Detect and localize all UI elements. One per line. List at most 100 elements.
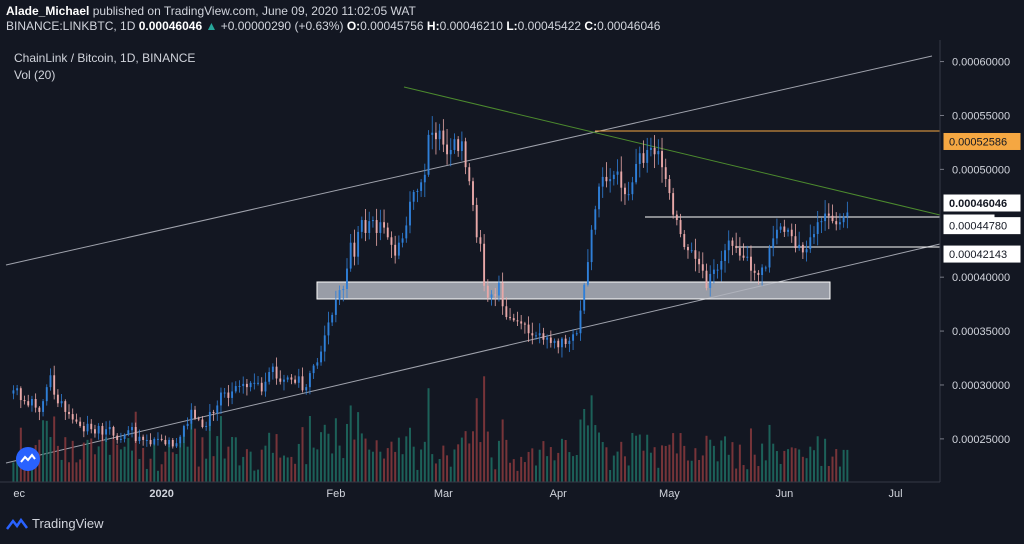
volume-bar	[353, 439, 356, 482]
volume-bar	[42, 420, 45, 482]
candle-body	[605, 176, 608, 182]
author-name[interactable]: Alade_Michael	[6, 4, 90, 18]
volume-bar	[345, 423, 348, 482]
x-axis: ec 2020 Feb Mar Apr May Jun Jul	[0, 481, 940, 500]
candle-body	[542, 333, 545, 340]
volume-bar	[649, 452, 652, 482]
volume-bar	[412, 446, 415, 482]
symbol-label[interactable]: BINANCE:LINKBTC, 1D	[6, 19, 136, 33]
volume-bar	[623, 456, 626, 482]
volume-bar	[724, 436, 727, 482]
volume-bar	[320, 432, 323, 482]
candle-body	[579, 310, 582, 334]
volume-bar	[520, 456, 523, 482]
candle-body	[23, 400, 26, 402]
volume-bar	[783, 450, 786, 482]
volume-bar	[371, 451, 374, 482]
candle-body	[346, 268, 348, 290]
candle-body	[49, 375, 52, 388]
candle-body	[694, 250, 697, 259]
x-tick-label: Jul	[888, 488, 902, 500]
volume-bar	[709, 439, 712, 482]
volume-bar	[305, 464, 308, 482]
x-tick-label: 2020	[149, 488, 173, 500]
candle-body	[820, 221, 823, 223]
volume-bar	[620, 441, 623, 482]
candle-body	[427, 134, 430, 175]
volume-bar	[501, 419, 504, 482]
volume-bar	[427, 388, 430, 482]
volume-bar	[127, 438, 130, 482]
candle-body	[56, 394, 59, 404]
candle-body	[520, 321, 523, 324]
candle-body	[275, 366, 278, 379]
candle-body	[38, 407, 41, 412]
price-labels: 0.000525860.0004604613:57:580.000447800.…	[943, 132, 1021, 263]
candle-body	[123, 434, 126, 439]
volume-bar	[112, 438, 115, 482]
volume-bar	[53, 416, 56, 482]
volume-bar	[486, 431, 489, 482]
volume-bar	[79, 459, 82, 482]
candle-body	[486, 285, 489, 298]
candle-body	[527, 324, 530, 334]
candle-body	[297, 376, 300, 383]
candle-body	[53, 375, 56, 395]
footer-brand[interactable]: TradingView	[6, 516, 104, 531]
candle-body	[27, 401, 30, 406]
candle-body	[220, 392, 222, 406]
volume-bar	[275, 434, 278, 482]
volume-bar	[720, 440, 723, 482]
volume-bar	[349, 405, 352, 482]
candle-body	[846, 212, 849, 217]
candle-body	[497, 282, 500, 296]
volume-bar	[108, 454, 111, 482]
volume-bar	[835, 449, 838, 482]
volume-bar	[638, 434, 641, 482]
candle-body	[245, 383, 248, 388]
candle-body	[757, 272, 760, 276]
candle-body	[86, 423, 89, 432]
candle-body	[772, 238, 775, 249]
candle-body	[434, 132, 437, 140]
candle-body	[831, 215, 834, 222]
candle-body	[761, 267, 764, 276]
candle-body	[94, 429, 96, 434]
volume-bar	[805, 458, 808, 482]
volume-bar	[616, 451, 619, 482]
candle-body	[672, 193, 675, 215]
price-label-box	[943, 217, 1021, 235]
candle-body	[45, 387, 48, 402]
volume-bar	[631, 432, 634, 482]
candle-body	[409, 201, 411, 226]
volume-bar	[820, 465, 823, 482]
candle-body	[223, 392, 226, 394]
candle-body	[701, 264, 704, 271]
volume-bar	[75, 462, 78, 482]
candle-body	[242, 383, 245, 387]
volume-bar	[787, 449, 790, 482]
candle-body	[327, 322, 330, 336]
volume-bar	[383, 458, 386, 482]
candle-body	[564, 338, 567, 345]
candle-body	[338, 290, 341, 300]
y-tick-label: 0.00040000	[952, 272, 1010, 284]
candle-body	[768, 248, 771, 268]
volume-bar	[535, 465, 538, 482]
candle-body	[801, 244, 804, 253]
volume-bar	[801, 456, 804, 482]
volume-bar	[675, 453, 678, 482]
candle-body	[168, 439, 171, 445]
y-axis: 0.00025000 0.00030000 0.00035000 0.00040000…	[939, 40, 1010, 482]
candle-body	[331, 314, 334, 323]
volume-bar	[68, 462, 71, 482]
volume-bar	[716, 461, 719, 482]
volume-bar	[657, 467, 660, 482]
candle-body	[79, 421, 82, 426]
candle-body	[431, 132, 434, 135]
logo-badge[interactable]	[16, 447, 40, 471]
volume-bar	[816, 436, 819, 482]
candle-body	[138, 436, 141, 442]
volume-bar	[772, 443, 775, 482]
